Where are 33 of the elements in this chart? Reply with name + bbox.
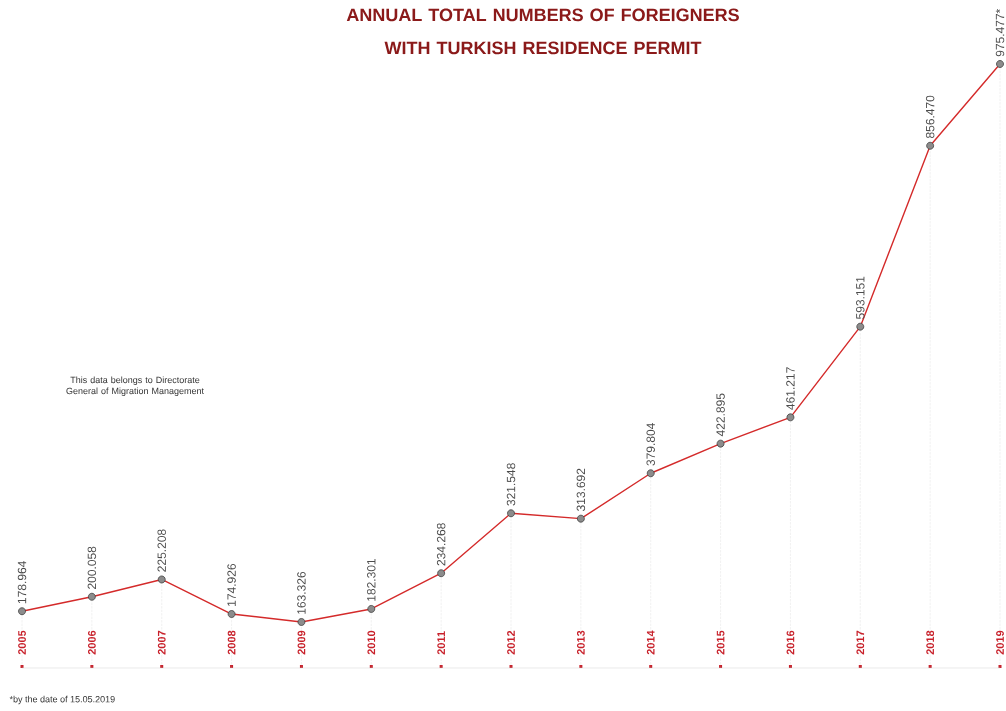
x-tick-label: 2007 (157, 630, 166, 655)
x-tick-label: 2005 (18, 630, 26, 655)
data-label: 379.804 (646, 423, 655, 466)
chart-title: ANNUAL TOTAL NUMBERS OF FOREIGNERS WITH TURKISH RESIDENCE PERMIT (346, 8, 739, 55)
data-label: 182.301 (367, 558, 376, 601)
text: *by the date of 15.05.2019 (9, 695, 115, 705)
data-label: 321.548 (506, 463, 516, 506)
x-tick-label: 2018 (926, 630, 935, 655)
data-label: 200.058 (87, 546, 97, 589)
x-tick-label: 2009 (297, 630, 306, 655)
x-tick-label: 2019 (996, 630, 1004, 655)
x-tick-label: 2011 (437, 631, 446, 655)
data-label: 174.926 (227, 563, 236, 606)
data-label: 234.268 (436, 523, 446, 566)
annotation: This data belongs to Directorate General of Migration Management (66, 376, 204, 396)
x-tick-label: 2012 (507, 630, 515, 655)
data-label: 178.964 (17, 561, 27, 604)
data-label: 975.477* (995, 8, 1005, 57)
data-label: 422.895 (716, 393, 725, 437)
x-tick-label: 2008 (227, 630, 236, 655)
x-tick-label: 2010 (367, 630, 376, 655)
data-label: 313.692 (576, 468, 586, 512)
data-label: 225.208 (157, 529, 166, 572)
x-tick-label: 2015 (716, 630, 725, 655)
data-label: 593.151 (856, 276, 865, 319)
data-label: 856.470 (925, 95, 935, 139)
data-label: 461.217 (786, 367, 795, 410)
x-tick-label: 2016 (786, 630, 795, 655)
x-tick-label: 2017 (856, 630, 865, 655)
data-label: 163.326 (297, 571, 306, 614)
x-tick-label: 2014 (646, 630, 655, 655)
x-tick-label: 2006 (87, 630, 96, 655)
x-tick-label: 2013 (576, 630, 585, 655)
